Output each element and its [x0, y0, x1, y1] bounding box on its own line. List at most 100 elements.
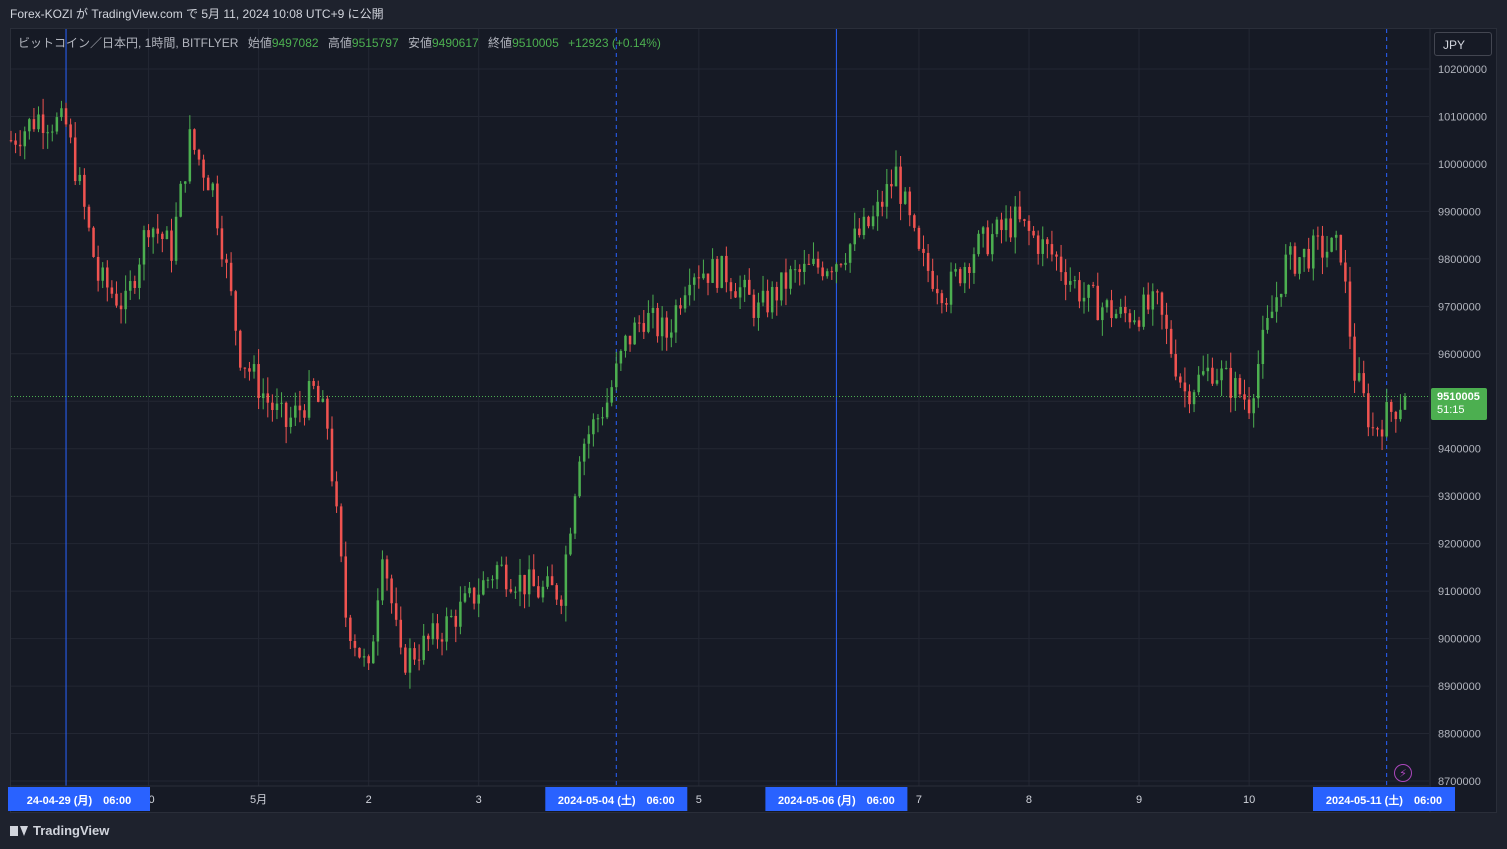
time-marker-label: 24-04-29 (月) 06:00: [27, 794, 132, 807]
time-marker-label: 2024-05-11 (土) 06:00: [1326, 793, 1442, 807]
candle-body: [839, 264, 843, 266]
candle-body: [1298, 257, 1301, 274]
candle-body: [87, 206, 91, 228]
candle-body: [1321, 235, 1324, 258]
candle-body: [789, 269, 792, 289]
candle-body: [353, 640, 357, 648]
candle-body: [922, 248, 925, 253]
candle-body: [812, 258, 815, 265]
candle-body: [385, 559, 389, 579]
candle-body: [1018, 206, 1022, 220]
candle-body: [229, 262, 233, 292]
candle-body: [78, 174, 82, 182]
candle-body: [697, 277, 701, 279]
candle-body: [459, 601, 462, 627]
candle-body: [1197, 374, 1200, 393]
candle-body: [1357, 373, 1361, 381]
candle-body: [1344, 262, 1347, 282]
candle-body: [537, 586, 540, 598]
x-tick-label: 5月: [250, 794, 267, 806]
candle-body: [18, 144, 22, 147]
candle-body: [991, 234, 994, 255]
candle-body: [1312, 235, 1315, 269]
candle-body: [211, 183, 215, 191]
candle-body: [605, 402, 609, 418]
candle-body: [1119, 306, 1122, 314]
candle-body: [28, 119, 31, 132]
candle-body: [775, 286, 779, 301]
candle-body: [147, 230, 150, 238]
candle-body: [41, 114, 45, 133]
y-tick-label: 10000000: [1438, 159, 1487, 171]
candle-body: [284, 402, 288, 427]
candle-body: [1188, 391, 1191, 405]
candle-body: [1087, 284, 1090, 298]
candle-body: [1183, 382, 1187, 392]
candle-body: [170, 230, 173, 261]
currency-button[interactable]: JPY: [1434, 32, 1492, 56]
candle-body: [312, 381, 315, 386]
y-tick-label: 9000000: [1438, 634, 1481, 646]
candle-body: [1339, 234, 1343, 263]
candle-body: [1101, 307, 1104, 321]
candle-body: [371, 641, 375, 664]
y-tick-label: 9700000: [1438, 301, 1481, 313]
candle-body: [734, 291, 737, 298]
candle-body: [1234, 378, 1237, 398]
candle-body: [624, 335, 627, 351]
time-marker-badge: [1313, 787, 1455, 811]
candle-body: [835, 264, 838, 272]
y-tick-label: 8700000: [1438, 776, 1481, 788]
candle-body: [1059, 256, 1063, 273]
symbol-label: ビットコイン／日本円, 1時間, BITFLYER: [18, 36, 239, 50]
y-tick-label: 9600000: [1438, 349, 1481, 361]
candle-body: [413, 648, 416, 660]
time-markers: [11, 29, 1429, 786]
candle-body: [546, 576, 549, 587]
candle-body: [92, 227, 95, 257]
candle-body: [1046, 239, 1049, 245]
candle-body: [1275, 297, 1278, 312]
candle-body: [1027, 220, 1031, 231]
candle-body: [197, 149, 201, 160]
candle-body: [1284, 254, 1288, 294]
candle-body: [193, 129, 196, 150]
candle-body: [248, 368, 251, 372]
grid-lines: [11, 29, 1429, 786]
time-marker-label: 2024-05-04 (土) 06:00: [558, 793, 675, 807]
candle-body: [523, 574, 526, 595]
candle-body: [1389, 402, 1393, 412]
x-tick-label: 2: [366, 794, 372, 806]
candle-body: [913, 215, 916, 228]
candle-body: [527, 569, 531, 595]
candle-body: [816, 258, 820, 268]
candle-body: [1247, 399, 1251, 414]
candle-body: [206, 177, 210, 191]
tradingview-logo[interactable]: TradingView: [10, 823, 109, 838]
candle-body: [899, 166, 902, 204]
candle-body: [1385, 402, 1388, 437]
candle-body: [1041, 239, 1045, 254]
candle-body: [1266, 317, 1269, 330]
time-marker-label: 2024-05-06 (月) 06:00: [778, 794, 895, 807]
current-price-tag: 9510005 51:15: [1431, 388, 1487, 420]
candle-body: [936, 288, 939, 294]
candle-body: [748, 279, 751, 295]
candle-body: [720, 255, 724, 288]
candle-body: [1050, 244, 1054, 255]
candle-body: [142, 230, 146, 265]
lightning-icon[interactable]: ⚡: [1394, 764, 1412, 782]
candle-body: [330, 428, 334, 482]
candle-body: [1133, 320, 1136, 323]
candle-body: [326, 398, 329, 429]
candle-body: [9, 140, 13, 142]
candle-body: [1229, 367, 1233, 398]
candle-body: [1220, 368, 1223, 381]
candle-body: [1334, 234, 1338, 238]
candle-body: [239, 330, 242, 368]
candle-body: [1362, 373, 1365, 394]
candle-body: [367, 656, 370, 664]
candle-body: [1238, 378, 1242, 395]
candle-body: [1211, 367, 1214, 384]
